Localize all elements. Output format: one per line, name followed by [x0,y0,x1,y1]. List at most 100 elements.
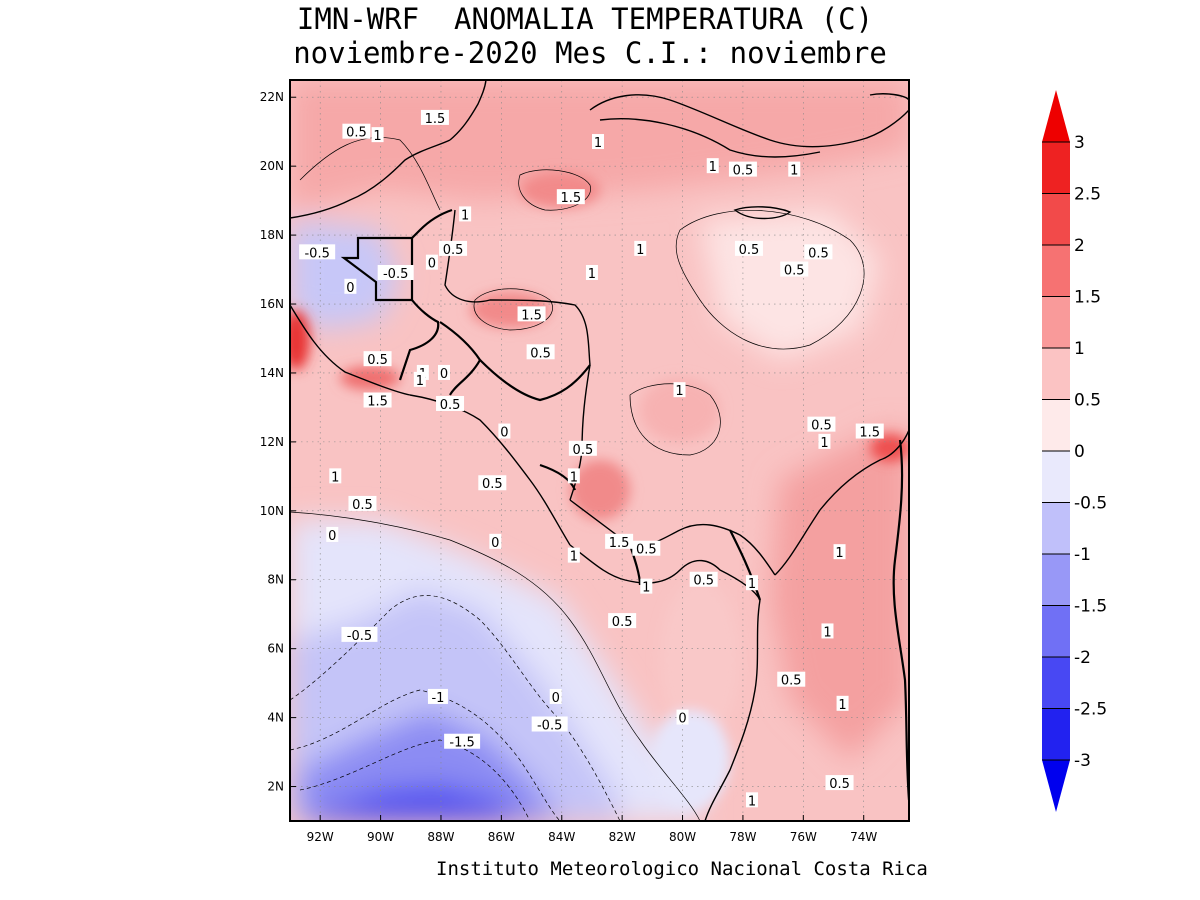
contour-label-bg [818,433,831,449]
lon-tick-label: 76W [790,830,817,844]
contour-label-bg [371,127,384,143]
contour-label: 1 [331,470,339,485]
contour-label-bg [728,161,757,177]
contour-label: 0 [328,529,336,544]
lat-tick-label: 4N [267,711,284,725]
contour-label-bg [608,613,637,629]
colorbar: 3 2.5 2 1.5 1 0.5 0 -0.5 -1 -1.5 -2 -2.5 -3 [1042,90,1107,812]
coast-jamaica [733,206,792,220]
contour-label-bg [745,575,758,591]
coast-panama-north [679,523,776,576]
border-guatemala-belize [411,208,453,239]
contour-label-bg [459,206,472,222]
contour-label-bg [413,371,426,387]
anomaly-patch-pacific-coldest [300,710,560,821]
contour-label-bg [517,306,546,322]
contour-label: 1 [588,267,596,282]
contour-label-bg [632,540,661,556]
pale-spot-panama-south [660,580,740,740]
contour-label-bg [605,533,634,549]
contour-neg-one-pacific [290,689,561,821]
contour-neg-half-pacific [290,595,621,821]
coast-colombia-north [774,429,909,576]
contour-labels: 1.50.5 1 11 0.5 11.51-0.5 0.50-0.501 0.50.50.5… [299,109,884,809]
contour-label-bg [567,547,580,563]
contour-label: 1.5 [367,395,388,410]
colorbar-under-arrow [1042,760,1070,812]
lat-tick-label: 8N [267,573,284,587]
anomaly-patch-pacific-deep [310,785,520,821]
colorbar-segment [1042,348,1070,400]
contour-half-north [299,137,441,211]
colorbar-segment [1042,451,1070,503]
border-mexico-guatemala [340,236,414,302]
coast-pacific-costa-rica-panama [569,544,761,601]
contour-label-bg [498,423,511,439]
colorbar-label: -2.5 [1074,700,1107,720]
contour-label-bg [377,265,414,281]
colorbar-label: 1.5 [1074,288,1101,308]
contour-onehalf-honduras [473,288,553,331]
contour-label: -0.5 [383,267,408,282]
contour-label-bg [825,775,854,791]
contour-label: -0.5 [304,246,329,261]
contour-label: 1.5 [425,112,446,127]
contour-label: 0.5 [530,346,551,361]
contour-label: 0.5 [482,477,503,492]
coast-pacific-colombia [704,599,761,821]
contour-lines [290,137,865,821]
contour-label-bg [427,688,448,704]
contour-label-bg [326,526,339,542]
contour-zero-pacific [290,511,701,821]
colorbar-label: -1.5 [1074,597,1107,617]
coast-belize-honduras-north [444,209,591,366]
colorbar-label: 2 [1074,236,1085,256]
contour-label: 0.5 [811,419,832,434]
contour-label: 0.5 [443,243,464,258]
country-borders [340,208,909,801]
contour-label-bg [341,626,378,642]
contour-label: 0.5 [352,498,373,513]
colorbar-segment [1042,605,1070,657]
contour-neg-onehalf-pacific [299,739,531,821]
contour-label-bg [444,733,481,749]
contour-label-bg [780,261,809,277]
lat-tick-label: 10N [260,504,284,518]
contour-label: 1 [416,374,424,389]
contour-label: 0 [428,257,436,272]
contour-label-bg [531,716,568,732]
colorbar-segment [1042,657,1070,709]
contour-label: 1 [373,129,381,144]
contour-one-caribbean [629,383,721,456]
colorbar-label: 0.5 [1074,391,1101,411]
colorbar-segment [1042,554,1070,606]
border-honduras-nicaragua [479,359,591,402]
contour-label-bg [342,123,371,139]
contour-label: 0 [552,691,560,706]
warm-spot-central-caribbean [640,378,720,442]
lon-tick-label: 84W [548,830,575,844]
contour-label-bg [299,244,336,260]
colorbar-segment [1042,399,1070,451]
contour-label-bg [549,688,562,704]
contour-label: 0.5 [808,246,829,261]
lat-tick-label: 2N [267,780,284,794]
contour-label: 0.5 [367,353,388,368]
lat-tick-label: 20N [260,159,284,173]
colorbar-segment [1042,245,1070,297]
contour-label: -1.5 [449,736,474,751]
contour-label-bg [585,265,598,281]
colorbar-label: -3 [1074,751,1091,771]
contour-label-bg [363,351,392,367]
contour-label: -0.5 [537,718,562,733]
lat-tick-label: 16N [260,297,284,311]
contour-label: 1 [675,384,683,399]
lat-tick-label: 22N [260,90,284,104]
contour-label: 0.5 [781,674,802,689]
coast-pacific-mexico [290,304,411,396]
contour-label-bg [821,623,834,639]
contour-label-bg [689,571,718,587]
lat-lon-grid [290,80,909,821]
contour-label-bg [804,244,833,260]
